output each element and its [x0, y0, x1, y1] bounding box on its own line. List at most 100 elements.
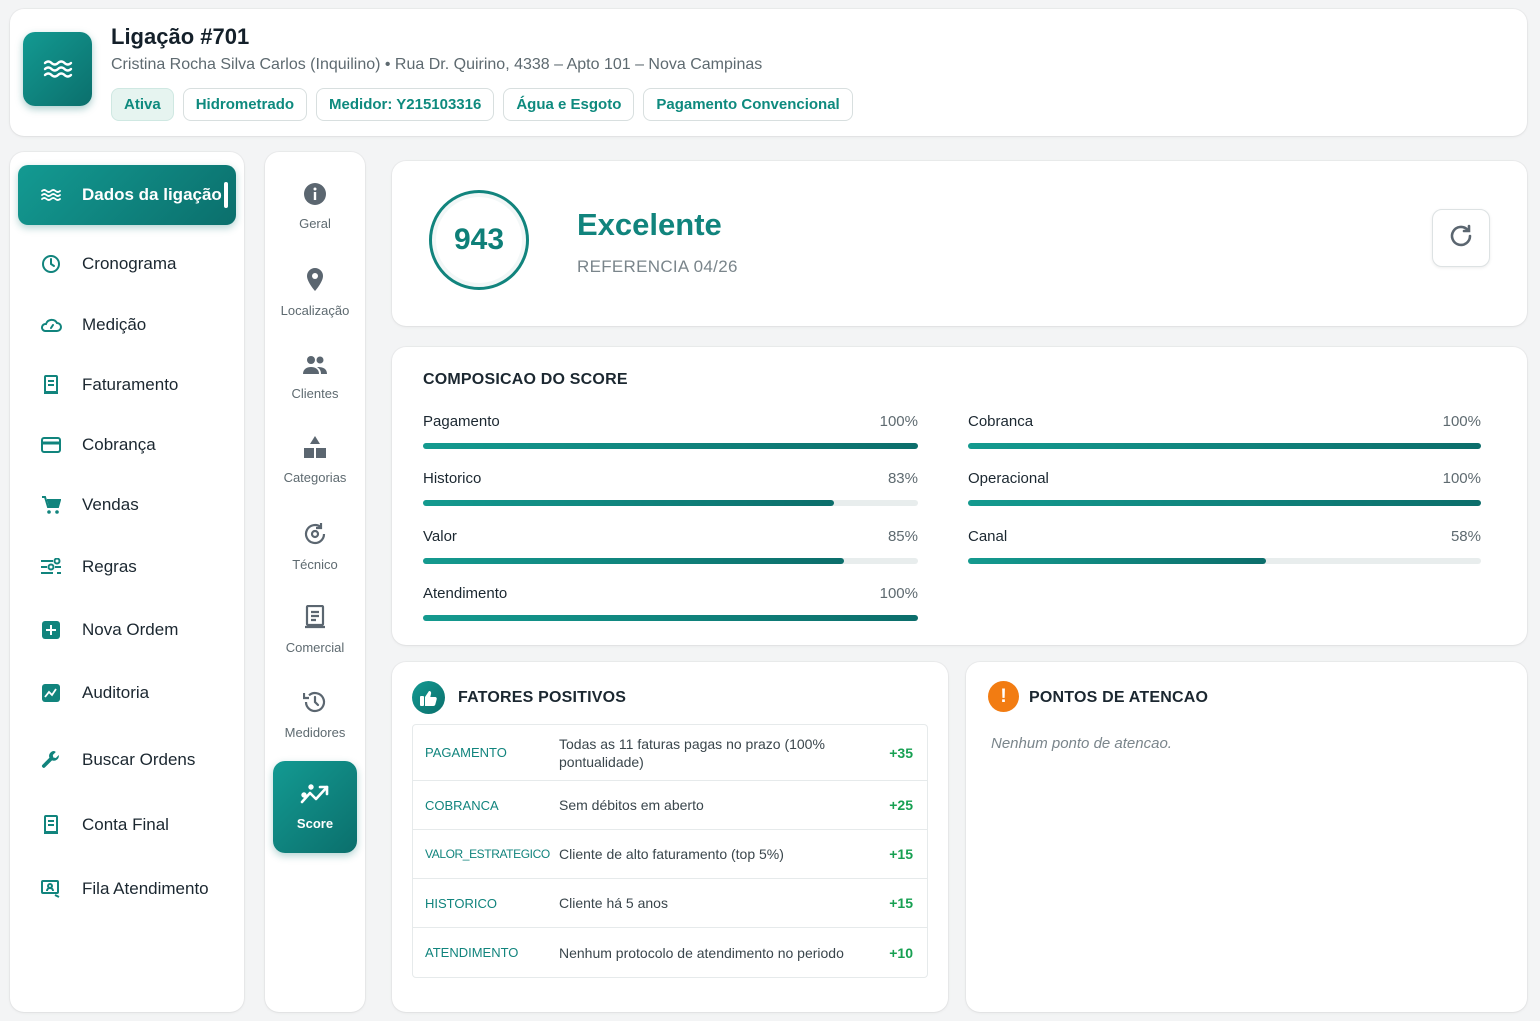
warning-mark: !	[1000, 685, 1007, 707]
connection-subtitle: Cristina Rocha Silva Carlos (Inquilino) …	[111, 56, 763, 73]
wrench-icon	[40, 749, 62, 771]
subnav-item-categorias[interactable]: Categorias	[273, 420, 357, 500]
progress-fill	[423, 500, 834, 506]
refresh-icon	[1448, 223, 1474, 254]
factor-points: +15	[889, 895, 913, 911]
receipt-icon	[40, 374, 62, 396]
sidebar-item-regras[interactable]: Regras	[18, 537, 236, 597]
info-icon	[304, 183, 326, 208]
metric-cobranca: Cobranca 100%	[968, 413, 1481, 453]
score-value: 943	[453, 223, 505, 256]
progress-fill	[968, 443, 1481, 449]
sidebar-item-label: Conta Final	[82, 815, 169, 834]
subnav-item-tecnico[interactable]: Técnico	[273, 507, 357, 587]
attention-points-card: ! PONTOS DE ATENCAO Nenhum ponto de aten…	[966, 662, 1527, 1012]
sidebar-item-label: Nova Ordem	[82, 620, 179, 639]
score-reference: REFERENCIA 04/26	[577, 257, 738, 276]
factor-points: +15	[889, 846, 913, 862]
metric-value: 100%	[1442, 413, 1481, 430]
subnav-item-score[interactable]: Score	[273, 761, 357, 853]
positive-factors-title: FATORES POSITIVOS	[458, 689, 627, 706]
sidebar-item-label: Fila Atendimento	[82, 879, 209, 898]
sidebar: Dados da ligação Cronograma Medição Fatu…	[10, 152, 244, 1012]
sidebar-item-vendas[interactable]: Vendas	[18, 475, 236, 535]
status-badge-ativa: Ativa	[111, 88, 174, 121]
score-summary-card: 943 Excelente REFERENCIA 04/26	[392, 161, 1527, 326]
status-tags: Ativa Hidrometrado Medidor: Y215103316 Á…	[111, 88, 853, 121]
metric-pagamento: Pagamento 100%	[423, 413, 918, 453]
metric-name: Historico	[423, 470, 482, 487]
factor-category: PAGAMENTO	[425, 745, 507, 760]
subnav-label: Localização	[280, 303, 350, 318]
sidebar-item-faturamento[interactable]: Faturamento	[18, 355, 236, 415]
sidebar-item-cobranca[interactable]: Cobrança	[18, 415, 236, 475]
table-row: COBRANCA Sem débitos em aberto +25	[413, 781, 927, 830]
sidebar-item-conta-final[interactable]: Conta Final	[18, 795, 236, 855]
water-waves-icon	[40, 184, 62, 206]
attention-empty-message: Nenhum ponto de atencao.	[991, 735, 1172, 752]
section-subnav: Geral Localização Clientes Categorias Té…	[265, 152, 365, 1012]
metric-value: 100%	[879, 585, 918, 602]
factor-points: +10	[889, 944, 913, 961]
factor-category: ATENDIMENTO	[425, 945, 519, 960]
metric-valor: Valor 85%	[423, 528, 918, 568]
subnav-item-clientes[interactable]: Clientes	[273, 338, 357, 418]
active-indicator	[224, 182, 228, 208]
metric-name: Valor	[423, 528, 457, 545]
subnav-label: Clientes	[291, 386, 339, 401]
refresh-button[interactable]	[1432, 209, 1490, 267]
metric-name: Cobranca	[968, 413, 1034, 430]
sidebar-item-label: Dados da ligação	[82, 185, 222, 204]
factor-description: Sem débitos em aberto	[559, 797, 704, 813]
metric-value: 100%	[879, 413, 918, 430]
positive-factors-table: PAGAMENTO Todas as 11 faturas pagas no p…	[412, 724, 928, 978]
plus-box-icon	[40, 619, 62, 641]
subnav-label: Técnico	[292, 557, 338, 572]
document-icon	[304, 604, 326, 632]
credit-card-icon	[40, 434, 62, 456]
progress-track	[423, 443, 918, 449]
sidebar-item-dados-da-ligacao[interactable]: Dados da ligação	[18, 165, 236, 225]
metric-value: 100%	[1442, 470, 1481, 487]
metric-canal: Canal 58%	[968, 528, 1481, 568]
table-row: ATENDIMENTO Nenhum protocolo de atendime…	[413, 928, 927, 977]
sidebar-item-label: Vendas	[82, 495, 139, 514]
tag-servico: Água e Esgoto	[503, 88, 635, 121]
factor-category: VALOR_ESTRATEGICO	[425, 847, 550, 861]
factor-description: Cliente de alto faturamento (top 5%)	[559, 846, 784, 862]
score-rating: Excelente	[577, 207, 722, 242]
sidebar-item-label: Faturamento	[82, 375, 179, 394]
gauge-cloud-icon	[40, 314, 62, 336]
subnav-item-medidores[interactable]: Medidores	[273, 675, 357, 755]
subnav-item-geral[interactable]: Geral	[273, 167, 357, 247]
factor-description: Nenhum protocolo de atendimento no perio…	[559, 944, 844, 961]
subnav-item-localizacao[interactable]: Localização	[273, 253, 357, 333]
connection-header: Ligação #701 Cristina Rocha Silva Carlos…	[10, 9, 1527, 136]
composition-title: COMPOSICAO DO SCORE	[423, 371, 628, 388]
subnav-label: Categorias	[283, 470, 347, 485]
sidebar-item-label: Buscar Ordens	[82, 750, 196, 769]
subnav-item-comercial[interactable]: Comercial	[273, 590, 357, 670]
factor-description: Todas as 11 faturas pagas no prazo (100%…	[559, 735, 825, 770]
sidebar-item-buscar-ordens[interactable]: Buscar Ordens	[18, 730, 236, 790]
shapes-icon	[303, 435, 327, 462]
sidebar-item-label: Cronograma	[82, 254, 177, 273]
sidebar-item-nova-ordem[interactable]: Nova Ordem	[18, 600, 236, 660]
sidebar-item-auditoria[interactable]: Auditoria	[18, 663, 236, 723]
sidebar-item-label: Regras	[82, 557, 137, 576]
metric-value: 58%	[1450, 528, 1481, 545]
sidebar-item-cronograma[interactable]: Cronograma	[18, 234, 236, 294]
sidebar-item-medicao[interactable]: Medição	[18, 295, 236, 355]
metric-value: 83%	[887, 470, 918, 487]
progress-track	[968, 558, 1481, 564]
monitor-user-icon	[40, 878, 62, 900]
factor-points: +35	[889, 744, 913, 761]
table-row: PAGAMENTO Todas as 11 faturas pagas no p…	[413, 725, 927, 781]
sidebar-item-fila-atendimento[interactable]: Fila Atendimento	[18, 859, 236, 919]
sliders-icon	[40, 556, 62, 578]
factor-category: HISTORICO	[425, 895, 497, 911]
map-pin-icon	[306, 268, 324, 295]
sidebar-item-label: Auditoria	[82, 683, 150, 702]
chart-box-icon	[40, 682, 62, 704]
factor-category: COBRANCA	[425, 797, 499, 813]
